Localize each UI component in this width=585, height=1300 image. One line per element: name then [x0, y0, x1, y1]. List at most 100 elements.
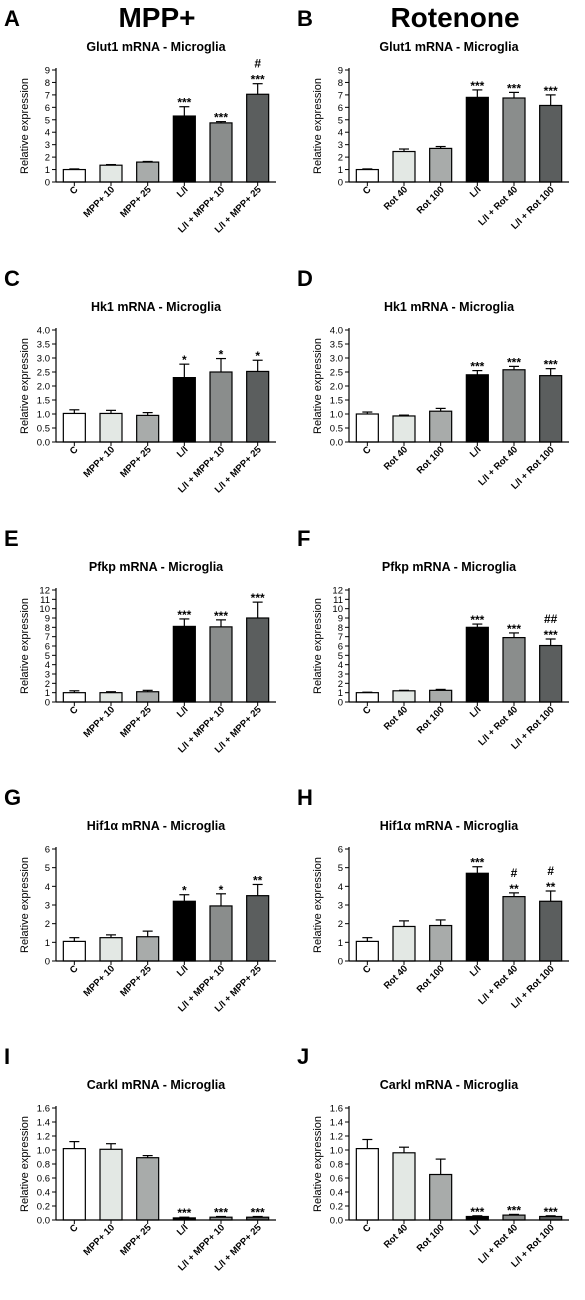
column-header-rotenone: Rotenone: [390, 2, 520, 33]
bar: [355, 1147, 379, 1221]
y-tick-label: 1.2: [37, 1132, 50, 1143]
bar: [465, 872, 489, 962]
chart-plot: Relative expression 0 12 34 56 789 C Rot 40 Rot …: [312, 66, 569, 232]
y-tick-label: 8: [338, 78, 343, 89]
y-tick-label: 2: [45, 679, 50, 690]
significance-label: ***: [251, 591, 265, 605]
bar: [246, 370, 270, 443]
significance-label: ***: [470, 1205, 484, 1219]
y-tick-label: 8: [338, 623, 343, 634]
chart-panel-c: C Hk1 mRNA - Microglia Relative expression…: [0, 262, 292, 520]
bar: [209, 905, 233, 962]
y-tick-label: 1.6: [330, 1104, 343, 1115]
bar: [172, 376, 196, 443]
x-tick-label: C: [68, 704, 81, 717]
chart-title: Hk1 mRNA - Microglia: [383, 300, 515, 314]
y-tick-label: 7: [338, 632, 343, 643]
y-tick-label: 5: [338, 115, 343, 126]
significance-label: #: [511, 866, 518, 880]
y-tick-label: 0: [338, 698, 343, 709]
y-tick-label: 7: [338, 90, 343, 101]
bar: [62, 1147, 86, 1221]
y-tick-label: 4: [338, 660, 343, 671]
x-tick-label: Rot 100: [415, 963, 447, 995]
bar: [465, 96, 489, 183]
y-tick-label: 0.6: [330, 1174, 343, 1185]
x-tick-label: Rot 100: [415, 184, 447, 216]
y-tick-label: 11: [40, 595, 50, 606]
bar: [62, 940, 86, 962]
x-tick-label: MPP+ 10: [82, 184, 118, 220]
chart-plot: Relative expression 0 1 2 3 4 5 6 C Rot 40 Rot 100…: [312, 845, 569, 1011]
x-tick-label: L/I: [468, 444, 484, 460]
x-tick-label: L/I: [468, 963, 484, 979]
y-tick-label: 6: [338, 642, 343, 653]
chart-title: Carkl mRNA - Microglia: [379, 1078, 519, 1092]
bar: [392, 1152, 416, 1221]
y-tick-label: 1: [45, 938, 50, 949]
y-tick-label: 1.4: [330, 1118, 343, 1129]
y-tick-label: 8: [45, 623, 50, 634]
significance-label: ***: [470, 360, 484, 374]
chart-plot: Relative expression 0 12 34 56 789 C MPP+ 10 MPP…: [19, 57, 276, 235]
y-tick-label: 1.0: [330, 1146, 343, 1157]
bar: [502, 636, 526, 703]
bar: [62, 692, 86, 703]
significance-label: **: [509, 882, 519, 896]
y-tick-label: 3: [45, 901, 50, 912]
chart-plot: Relative expression 0.0 0.5 1.0 1.5 2.0 2.5 3.0…: [312, 326, 569, 492]
significance-label: ***: [470, 613, 484, 627]
y-axis-label: Relative expression: [312, 338, 324, 434]
chart-title: Glut1 mRNA - Microglia: [86, 40, 226, 54]
y-tick-label: 2.5: [37, 368, 50, 379]
y-tick-label: 11: [333, 595, 343, 606]
x-tick-label: L/I: [175, 444, 191, 460]
y-tick-label: 3: [338, 140, 343, 151]
y-tick-label: 4.0: [37, 326, 50, 337]
chart-panel-j: J Carkl mRNA - Microglia Relative expressi…: [293, 1040, 585, 1298]
y-tick-label: 9: [338, 614, 343, 625]
x-tick-label: Rot 100: [415, 444, 447, 476]
significance-label: ***: [507, 81, 521, 95]
bar: [209, 626, 233, 703]
x-tick-label: L/I: [468, 184, 484, 200]
y-tick-label: 0: [45, 698, 50, 709]
significance-label: ***: [177, 608, 191, 622]
y-tick-label: 5: [338, 651, 343, 662]
y-tick-label: 10: [39, 604, 50, 615]
bar: [539, 375, 563, 443]
x-tick-label: C: [68, 444, 81, 457]
significance-label: ***: [544, 1205, 558, 1219]
y-tick-label: 1: [338, 165, 343, 176]
x-tick-label: MPP+ 25: [118, 1222, 154, 1258]
bar: [429, 147, 453, 183]
y-tick-label: 2: [338, 679, 343, 690]
y-tick-label: 0.2: [330, 1202, 343, 1213]
significance-label: ***: [544, 628, 558, 642]
x-tick-label: L/I: [468, 1222, 484, 1238]
y-axis-label: Relative expression: [19, 338, 31, 434]
y-tick-label: 2: [338, 153, 343, 164]
y-tick-label: 1.4: [37, 1118, 50, 1129]
y-tick-label: 4: [45, 660, 50, 671]
y-tick-label: 2: [338, 919, 343, 930]
chart-plot: Relative expression 0.0 0.2 0.4 0.6 0.8 1.0 1.2…: [19, 1104, 276, 1273]
bar: [209, 122, 233, 183]
x-tick-label: L/I: [175, 1222, 191, 1238]
y-tick-label: 1.6: [37, 1104, 50, 1115]
significance-label: **: [253, 873, 263, 887]
y-tick-label: 2.0: [330, 382, 343, 393]
x-tick-label: L/I: [468, 704, 484, 720]
y-axis-label: Relative expression: [19, 857, 31, 953]
y-tick-label: 5: [45, 115, 50, 126]
x-tick-label: C: [361, 963, 374, 976]
x-tick-label: Rot 40: [382, 963, 410, 991]
y-tick-label: 9: [45, 66, 50, 77]
panel-letter: A: [4, 6, 20, 31]
y-tick-label: 6: [45, 845, 50, 856]
y-axis-label: Relative expression: [312, 78, 324, 174]
y-tick-label: 12: [39, 586, 50, 597]
significance-label: ***: [507, 622, 521, 636]
x-tick-label: MPP+ 10: [82, 963, 118, 999]
bar: [502, 369, 526, 443]
